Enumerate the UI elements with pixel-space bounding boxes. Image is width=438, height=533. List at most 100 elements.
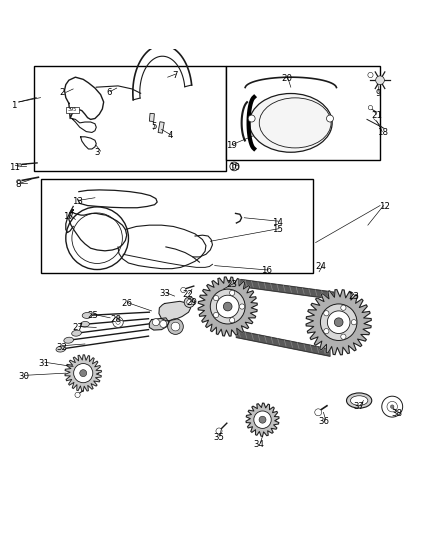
Circle shape <box>116 320 120 325</box>
Text: 16: 16 <box>261 266 272 276</box>
Ellipse shape <box>350 396 368 405</box>
Circle shape <box>315 409 322 416</box>
Text: 33: 33 <box>159 289 170 298</box>
Bar <box>226 66 380 160</box>
Circle shape <box>18 163 21 167</box>
Circle shape <box>160 320 167 327</box>
Circle shape <box>254 411 271 429</box>
Text: 18: 18 <box>377 128 388 137</box>
Ellipse shape <box>64 337 74 343</box>
Polygon shape <box>237 330 330 356</box>
Ellipse shape <box>346 393 372 408</box>
Text: 20: 20 <box>281 74 292 83</box>
Circle shape <box>171 322 180 331</box>
Text: 31: 31 <box>39 359 49 368</box>
Polygon shape <box>241 279 336 300</box>
Circle shape <box>321 304 357 341</box>
Circle shape <box>376 76 385 85</box>
Ellipse shape <box>56 346 66 352</box>
Ellipse shape <box>80 321 89 327</box>
Ellipse shape <box>250 93 332 152</box>
Circle shape <box>213 295 219 301</box>
Text: 24: 24 <box>316 262 327 271</box>
Text: 2: 2 <box>60 88 65 97</box>
Circle shape <box>113 317 123 327</box>
Text: 3: 3 <box>94 148 100 157</box>
Bar <box>41 180 313 273</box>
Circle shape <box>230 290 235 295</box>
Circle shape <box>216 295 239 318</box>
Circle shape <box>233 165 236 168</box>
Circle shape <box>223 302 232 311</box>
Text: 30: 30 <box>18 372 29 381</box>
Text: 29: 29 <box>187 298 198 306</box>
Circle shape <box>210 289 245 324</box>
Circle shape <box>334 318 343 327</box>
Circle shape <box>216 428 222 434</box>
Text: 23: 23 <box>226 280 237 289</box>
Text: 10: 10 <box>229 163 240 172</box>
Polygon shape <box>246 403 279 436</box>
Circle shape <box>152 319 159 326</box>
Text: 28: 28 <box>110 315 121 324</box>
Text: 13: 13 <box>72 197 83 206</box>
Text: 35: 35 <box>213 433 225 442</box>
Circle shape <box>17 180 21 184</box>
Text: 4: 4 <box>167 132 173 140</box>
Circle shape <box>168 319 184 334</box>
Text: 34: 34 <box>254 440 265 449</box>
Circle shape <box>324 311 329 316</box>
Text: 9: 9 <box>375 89 381 98</box>
Circle shape <box>213 312 219 318</box>
Text: 14: 14 <box>272 217 283 227</box>
Text: 23: 23 <box>348 292 360 301</box>
Circle shape <box>326 115 333 122</box>
Text: 395: 395 <box>68 107 77 112</box>
Bar <box>66 107 79 114</box>
Ellipse shape <box>82 312 92 318</box>
Circle shape <box>382 396 403 417</box>
Circle shape <box>240 304 245 309</box>
Polygon shape <box>159 301 191 321</box>
Text: 26: 26 <box>121 299 132 308</box>
Circle shape <box>66 207 128 270</box>
Text: 6: 6 <box>106 88 112 97</box>
Text: 12: 12 <box>379 202 390 211</box>
Circle shape <box>387 401 397 412</box>
Text: 19: 19 <box>226 141 237 150</box>
Polygon shape <box>198 277 257 336</box>
Circle shape <box>184 297 194 308</box>
Text: 1: 1 <box>11 101 16 110</box>
Circle shape <box>248 115 255 122</box>
Polygon shape <box>65 355 102 391</box>
Text: 11: 11 <box>9 163 20 172</box>
Ellipse shape <box>72 330 81 336</box>
Circle shape <box>368 72 373 78</box>
Circle shape <box>327 311 350 334</box>
Circle shape <box>74 364 93 383</box>
Text: 27: 27 <box>72 323 83 332</box>
Circle shape <box>341 305 346 310</box>
Polygon shape <box>306 289 371 355</box>
Circle shape <box>368 106 373 110</box>
Circle shape <box>75 392 80 398</box>
Text: 38: 38 <box>391 409 402 418</box>
Text: 36: 36 <box>319 416 330 425</box>
Text: 15: 15 <box>272 225 283 234</box>
Circle shape <box>187 300 192 305</box>
Circle shape <box>230 162 239 171</box>
Circle shape <box>230 318 235 323</box>
Text: 17: 17 <box>64 212 74 221</box>
Circle shape <box>324 328 329 334</box>
Text: 25: 25 <box>87 311 98 320</box>
Bar <box>149 114 154 122</box>
Text: 37: 37 <box>353 402 365 411</box>
Bar <box>158 122 164 133</box>
Bar <box>34 66 226 171</box>
Circle shape <box>341 334 346 340</box>
Text: 22: 22 <box>182 290 193 300</box>
Circle shape <box>80 370 87 377</box>
Text: 8: 8 <box>15 180 21 189</box>
Text: 21: 21 <box>371 110 382 119</box>
Text: 32: 32 <box>56 343 67 352</box>
